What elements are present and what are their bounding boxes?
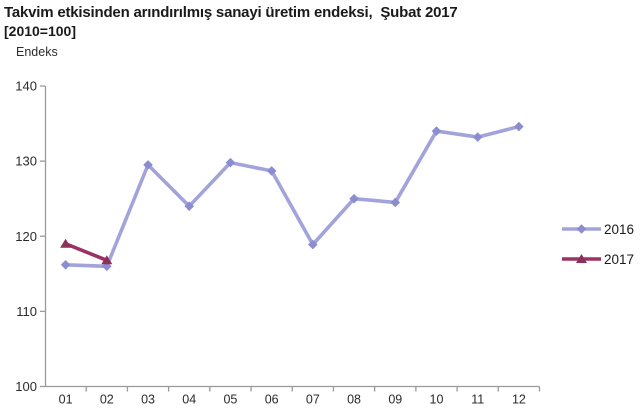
series-2016-marker [349,193,359,204]
x-tick-label: 11 [471,393,484,407]
chart-title: Takvim etkisinden arındırılmış sanayi ür… [4,4,458,21]
series-2016-marker [266,166,277,176]
x-tick-label: 06 [265,393,279,407]
series-2016-marker [390,197,401,208]
series-2017-line [63,241,109,263]
series-2016-marker [184,201,195,211]
series-2016-marker [472,132,483,142]
chart-subtitle-base-year: [2010=100] [4,23,77,39]
x-tick-label: 07 [306,393,320,407]
series-2016-marker [308,239,318,250]
legend-label-2017: 2017 [604,252,634,267]
series-2017-marker [101,255,113,265]
legend-label-2016: 2016 [604,222,634,237]
series-2017-marker [60,238,72,248]
x-tick-label: 03 [141,393,155,407]
series-2016-marker [431,126,442,136]
series-2016-marker [514,121,524,132]
x-tick-label: 04 [182,393,196,407]
legend-key-marker-2016 [576,224,587,234]
x-tick-label: 01 [59,393,73,407]
series-2016-marker [143,160,153,170]
y-tick-label: 100 [15,379,37,394]
x-tick-label: 09 [388,393,402,407]
y-tick-label: 120 [15,229,37,244]
y-tick-label: 110 [16,304,37,319]
legend: 2016 2017 [562,222,634,267]
series-2016-marker [225,157,236,168]
title-block: Takvim etkisinden arındırılmış sanayi ür… [4,3,458,40]
y-axis-unit-label: Endeks [16,45,58,59]
legend-key-marker-2017 [576,254,587,263]
y-tick-label: 130 [15,154,37,169]
legend-item-2016: 2016 [562,222,634,237]
series-2016-line [63,124,521,269]
x-tick-label: 02 [100,393,114,407]
x-tick-label: 08 [347,393,361,407]
x-tick-label: 10 [430,393,444,407]
y-tick-label: 140 [15,79,37,94]
x-tick-label: 05 [223,393,237,407]
legend-item-2017: 2017 [562,252,634,267]
series-2016-marker [60,259,71,270]
x-tick-label: 12 [512,393,526,407]
